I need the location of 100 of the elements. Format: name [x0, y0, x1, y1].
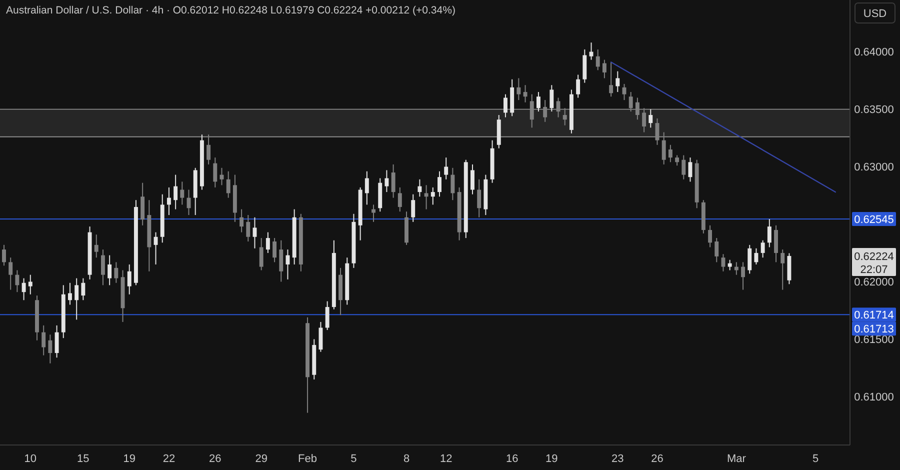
candlestick [714, 238, 719, 263]
candlestick [767, 218, 772, 248]
candlestick [240, 208, 244, 233]
y-tick-label: 0.64000 [854, 46, 894, 59]
candlestick [628, 91, 633, 112]
candlestick [2, 244, 6, 266]
candlestick [622, 83, 626, 101]
y-axis-title: USD [863, 8, 887, 20]
candlestick [609, 62, 614, 98]
candlestick [444, 157, 448, 180]
candlestick [523, 84, 528, 103]
candlestick [504, 94, 508, 118]
candlestick [602, 59, 606, 79]
text: 0.61713 [854, 323, 894, 336]
candlestick [774, 224, 778, 263]
x-tick-label: 15 [77, 452, 90, 465]
ref-line-label: 0.61714 [854, 309, 894, 322]
candlestick [206, 134, 211, 165]
candlestick [576, 74, 580, 98]
x-tick-label: Mar [726, 452, 746, 465]
candlestick [226, 170, 230, 198]
candlestick [42, 324, 46, 356]
candlestick [166, 186, 171, 216]
x-tick-label: 29 [255, 452, 268, 465]
candlestick [180, 181, 184, 206]
text: 22:07 [860, 264, 888, 276]
candlestick [100, 249, 105, 286]
candlestick [114, 262, 118, 284]
candlestick [556, 97, 560, 118]
candlestick [662, 132, 666, 165]
candlestick [675, 154, 680, 166]
candlestick [68, 282, 72, 306]
candlestick [391, 164, 396, 198]
y-tick-label: 0.61500 [854, 334, 894, 346]
x-tick-label: 23 [612, 452, 624, 465]
candlestick [470, 164, 474, 195]
candlestick [384, 170, 389, 193]
candlestick [668, 144, 672, 163]
candlestick [754, 248, 758, 265]
candlestick [140, 182, 145, 226]
y-tick-label: 0.62000 [854, 276, 894, 289]
candlestick [252, 216, 257, 249]
candlestick [596, 48, 600, 71]
candlestick [438, 170, 442, 198]
candlestick [741, 262, 746, 290]
candlestick [708, 224, 712, 248]
candlestick [648, 108, 653, 128]
y-tick-label: 0.63000 [854, 162, 894, 174]
candlestick [760, 240, 765, 258]
x-tick-label: 10 [24, 452, 37, 465]
candlestick [108, 254, 112, 286]
x-tick-label: 12 [440, 452, 452, 465]
candlestick [530, 94, 534, 128]
candlestick [259, 238, 264, 271]
candlestick [748, 244, 752, 274]
candlestick [536, 91, 540, 112]
candlestick [450, 167, 455, 201]
candlestick [655, 118, 660, 146]
candlestick [477, 178, 482, 218]
candlestick [81, 278, 86, 301]
candlestick [516, 78, 521, 101]
candlestick [642, 108, 646, 133]
x-tick-label: 19 [546, 452, 558, 465]
candlestick [398, 186, 402, 212]
x-tick-label: 26 [209, 452, 222, 465]
candlestick [325, 300, 330, 331]
x-tick-label: 22 [162, 452, 176, 465]
candlestick [721, 254, 726, 272]
x-tick-label: 19 [123, 452, 136, 465]
text: 0.62224 [854, 250, 894, 263]
x-tick-label: 5 [812, 452, 819, 465]
x-tick-label: 5 [350, 452, 357, 465]
candlestick [54, 324, 59, 358]
candlestick [682, 154, 686, 180]
candlestick [174, 174, 178, 210]
candlestick [48, 334, 52, 364]
candlestick [562, 108, 567, 126]
candlestick [364, 170, 369, 206]
x-tick-label: 8 [403, 452, 410, 465]
candlestick [15, 270, 20, 293]
candlestick [272, 238, 277, 263]
text: Australian Dollar / U.S. Dollar · 4h · O0.62012 H0.62248 L0.61979 C0.62224 +0.00212 (+0.34%) [6, 4, 456, 17]
x-tick-label: Feb [298, 452, 318, 465]
ref-line-label: 0.62545 [854, 214, 894, 226]
candlestick [318, 321, 323, 352]
candlestick [74, 278, 79, 320]
x-tick-label: 16 [506, 452, 518, 465]
candlestick [635, 97, 640, 120]
candlestick [127, 264, 132, 295]
candlestick [550, 84, 554, 112]
candlestick [616, 70, 620, 92]
y-tick-label: 0.61000 [854, 392, 894, 404]
candlestick [780, 249, 785, 290]
candlestick [266, 232, 270, 254]
candlestick [8, 257, 13, 290]
candlestick [246, 214, 250, 242]
candlestick [424, 184, 428, 210]
candlestick [418, 178, 422, 198]
candlestick [28, 274, 32, 295]
candlestick [430, 186, 435, 206]
